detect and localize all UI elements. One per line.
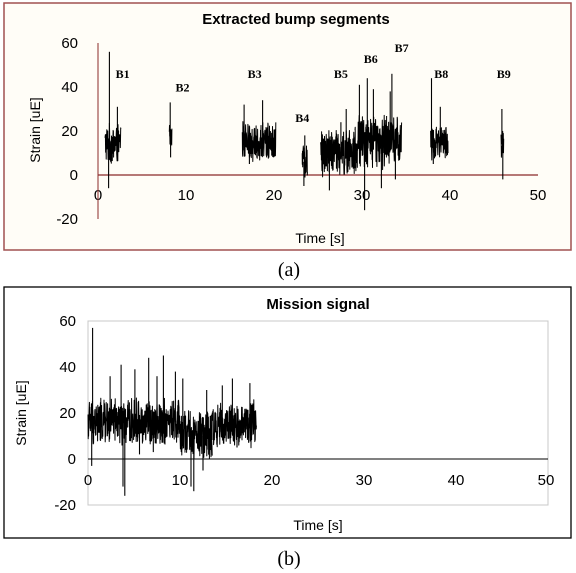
segment-label-b2: B2 [175, 80, 189, 94]
segment-label-b7: B7 [395, 41, 409, 55]
chart-b-x-axis-label: Time [s] [293, 517, 342, 533]
chart-b-segment-mission-2 [211, 399, 257, 449]
chart-a-xtick-40: 40 [442, 187, 459, 204]
chart-b-plot-area [87, 320, 549, 506]
chart-a-annotations: B1 B2 B3 B4 B5 B6 B7 B8 B9 [116, 41, 511, 125]
chart-a-ytick-20: 20 [61, 123, 78, 140]
chart-a-frame [3, 2, 572, 251]
segment-label-b9: B9 [497, 67, 511, 81]
chart-a-title: Extracted bump segments [202, 11, 390, 28]
segment-label-b1: B1 [116, 67, 130, 81]
chart-b-ytick-60: 60 [59, 313, 76, 330]
segment-label-b8: B8 [434, 67, 448, 81]
chart-b-xtick-40: 40 [448, 472, 465, 489]
segment-label-b4: B4 [295, 111, 309, 125]
segment-label-b6: B6 [364, 52, 378, 66]
segment-label-b3: B3 [248, 67, 262, 81]
chart-b-y-tick-labels: 60 40 20 0 -20 [54, 313, 76, 514]
chart-extracted-bump-segments: Extracted bump segments 60 40 20 0 -20 0… [3, 2, 572, 251]
chart-a-xtick-20: 20 [266, 187, 283, 204]
chart-b-xtick-50: 50 [538, 472, 555, 489]
chart-b-ytick-40: 40 [59, 359, 76, 376]
caption-b: (b) [277, 548, 300, 570]
chart-b-segment-mission-1 [179, 410, 213, 460]
chart-b-xtick-0: 0 [84, 472, 92, 489]
chart-b-ytick-0: 0 [68, 451, 76, 468]
chart-a-xtick-10: 10 [178, 187, 195, 204]
chart-b-title: Mission signal [266, 296, 369, 313]
chart-a-series-marks [104, 51, 505, 211]
chart-a-xtick-30: 30 [354, 187, 371, 204]
chart-a-ytick-40: 40 [61, 79, 78, 96]
caption-a: (a) [278, 259, 300, 281]
chart-a-x-axis-label: Time [s] [295, 230, 344, 246]
chart-b-ytick-20: 20 [59, 405, 76, 422]
chart-b-xtick-20: 20 [264, 472, 281, 489]
chart-a-ytick-60: 60 [61, 35, 78, 52]
chart-a-segment-b5-4 [320, 130, 356, 178]
chart-a-x-tick-labels: 0 10 20 30 40 50 [94, 187, 547, 204]
chart-a-segment-b7-6 [386, 116, 403, 164]
chart-a-xtick-50: 50 [530, 187, 547, 204]
chart-a-segment-b1-0 [104, 122, 122, 164]
chart-b-x-tick-labels: 0 10 20 30 40 50 [84, 472, 555, 489]
chart-a-ytick-minus20: -20 [56, 211, 78, 228]
chart-a-ytick-0: 0 [70, 167, 78, 184]
chart-b-ytick-minus20: -20 [54, 497, 76, 514]
chart-b-xtick-10: 10 [172, 472, 189, 489]
chart-a-y-axis-label: Strain [uE] [27, 97, 43, 162]
chart-a-segment-b3-2 [241, 121, 277, 162]
chart-a-segment-b8-7 [430, 126, 449, 161]
chart-b-segment-mission-0 [87, 397, 181, 446]
chart-b-xtick-30: 30 [356, 472, 373, 489]
chart-b-y-axis-label: Strain [uE] [13, 380, 29, 445]
chart-b-series-marks [87, 327, 257, 496]
chart-a-segment-b4-3 [301, 145, 308, 178]
segment-label-b5: B5 [334, 67, 348, 81]
chart-mission-signal: Mission signal 60 40 20 0 -20 0 10 20 30… [3, 286, 572, 539]
chart-a-y-tick-labels: 60 40 20 0 -20 [56, 35, 78, 228]
